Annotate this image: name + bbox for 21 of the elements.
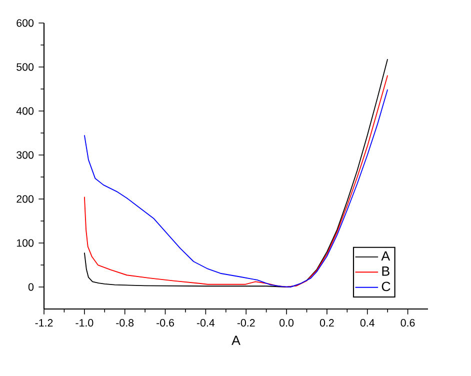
x-tick-label: -0.2 bbox=[237, 319, 255, 327]
x-tick-label: -0.8 bbox=[116, 319, 134, 327]
legend-label: B bbox=[382, 266, 390, 276]
legend-label: C bbox=[382, 282, 390, 292]
x-tick-label: 0.2 bbox=[320, 319, 334, 327]
x-axis-title: A bbox=[232, 336, 240, 345]
y-tick-label: 100 bbox=[16, 239, 34, 247]
x-tick-label: -0.6 bbox=[156, 319, 174, 327]
y-tick-label: 200 bbox=[16, 195, 34, 203]
y-tick-label: 0 bbox=[28, 283, 34, 291]
y-tick-label: 600 bbox=[16, 19, 34, 27]
y-tick-label: 300 bbox=[16, 151, 34, 159]
y-tick-label: 400 bbox=[16, 107, 34, 115]
x-tick-label: 0.4 bbox=[360, 319, 374, 327]
y-tick-label: 500 bbox=[16, 63, 34, 71]
legend-label: A bbox=[381, 251, 390, 261]
x-tick-label: 0.6 bbox=[400, 319, 415, 327]
x-tick-label: -1.0 bbox=[76, 319, 94, 327]
x-tick-label: -1.2 bbox=[35, 319, 53, 326]
x-tick-label: 0.0 bbox=[280, 319, 294, 327]
x-tick-label: -0.4 bbox=[196, 319, 215, 327]
